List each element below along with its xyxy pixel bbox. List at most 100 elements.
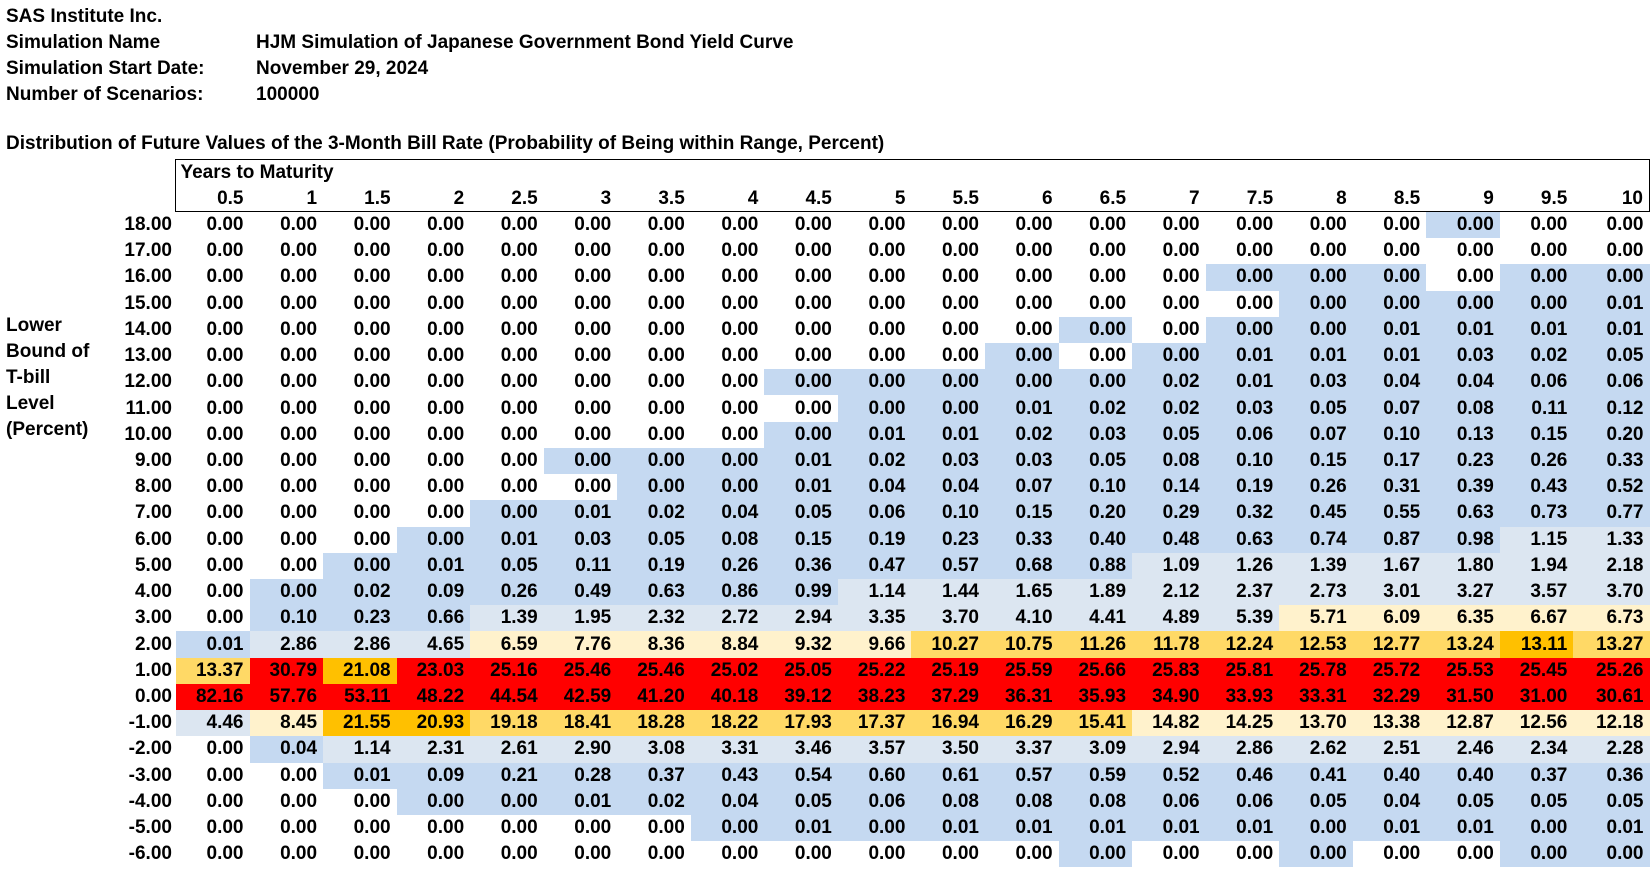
probability-cell: 0.00	[1499, 814, 1574, 842]
probability-cell: 0.00	[1573, 841, 1650, 868]
probability-cell: 4.41	[1058, 605, 1133, 632]
probability-cell: 0.00	[617, 841, 691, 868]
probability-cell: 6.73	[1573, 605, 1650, 632]
probability-cell: 0.00	[1132, 343, 1206, 370]
probability-cell: 7.76	[543, 631, 618, 658]
probability-cell: 25.72	[1352, 657, 1427, 684]
probability-cell: 0.00	[1499, 264, 1574, 291]
probability-cell: 0.05	[470, 552, 544, 579]
probability-cell: 0.00	[396, 841, 471, 868]
probability-cell: 3.08	[617, 736, 691, 763]
probability-cell: 3.31	[690, 736, 765, 763]
probability-cell: 0.03	[1205, 395, 1280, 422]
probability-cell: 1.89	[1058, 579, 1133, 606]
probability-cell: 0.04	[1352, 369, 1427, 396]
probability-cell: 0.03	[1279, 369, 1353, 396]
probability-cell: 0.00	[175, 579, 250, 606]
probability-cell: 2.86	[1205, 736, 1280, 763]
probability-cell: 0.99	[764, 579, 838, 606]
probability-cell: 0.57	[911, 552, 985, 579]
probability-cell: 0.00	[470, 290, 544, 317]
probability-cell: 0.87	[1352, 526, 1427, 553]
probability-cell: 0.01	[396, 552, 471, 579]
table-row: 10.00 0.00 0.00 0.00 0.00 0.00 0.00 0.00 0.00 0.0…	[106, 421, 1650, 448]
probability-cell: 21.55	[323, 710, 397, 737]
probability-cell: 33.93	[1205, 683, 1280, 711]
probability-cell: 2.94	[1132, 736, 1206, 763]
probability-cell: 0.06	[1499, 369, 1574, 396]
probability-cell: 0.00	[543, 369, 618, 396]
probability-cell: 0.00	[764, 369, 838, 396]
probability-cell: 0.61	[911, 762, 985, 789]
probability-cell: 25.83	[1132, 657, 1206, 684]
probability-cell: 0.00	[1205, 211, 1280, 239]
probability-cell: 0.33	[1573, 447, 1650, 475]
probability-cell: 17.93	[764, 710, 838, 737]
probability-cell: 0.20	[1573, 421, 1650, 448]
probability-cell: 0.00	[690, 316, 765, 344]
probability-cell: 0.01	[911, 421, 985, 448]
probability-cell: 0.23	[1426, 447, 1500, 475]
table-row: -5.00 0.00 0.00 0.00 0.00 0.00 0.00 0.00 0.00 0.0…	[106, 814, 1650, 842]
probability-cell: 0.03	[1426, 343, 1500, 370]
probability-cell: 0.00	[1279, 814, 1353, 842]
probability-cell: 0.05	[1499, 788, 1574, 815]
probability-cell: 0.00	[617, 211, 691, 239]
probability-cell: 0.00	[1279, 238, 1353, 265]
probability-cell: 0.00	[323, 343, 397, 370]
probability-cell: 0.00	[1205, 264, 1280, 291]
probability-cell: 0.00	[1279, 841, 1353, 868]
probability-cell: 0.12	[1573, 395, 1650, 422]
probability-cell: 0.02	[984, 421, 1059, 448]
probability-cell: 2.51	[1352, 736, 1427, 763]
probability-cell: 30.61	[1573, 683, 1650, 711]
probability-cell: 0.00	[175, 736, 250, 763]
probability-cell: 0.00	[690, 841, 765, 868]
probability-cell: 0.66	[396, 605, 471, 632]
lower-bound-label: 6.00	[134, 528, 172, 550]
report-header: SAS Institute Inc. Simulation Name HJM S…	[6, 4, 793, 108]
probability-cell: 13.24	[1426, 631, 1500, 658]
probability-cell: 2.18	[1573, 552, 1650, 579]
probability-cell: 0.01	[470, 526, 544, 553]
probability-cell: 0.00	[1499, 238, 1574, 265]
probability-cell: 0.01	[984, 395, 1059, 422]
probability-cell: 0.03	[911, 447, 985, 475]
lower-bound-label: 9.00	[134, 450, 172, 472]
table-row: 6.00 0.00 0.00 0.00 0.00 0.01 0.03 0.05 0.08 0.15…	[106, 526, 1650, 553]
probability-cell: 0.00	[1058, 369, 1133, 396]
probability-cell: 0.00	[837, 264, 912, 291]
probability-cell: 0.03	[984, 447, 1059, 475]
probability-cell: 0.00	[249, 526, 324, 553]
probability-cell: 0.00	[470, 395, 544, 422]
probability-cell: 0.00	[911, 290, 985, 317]
probability-cell: 0.00	[543, 316, 618, 344]
probability-cell: 0.00	[249, 500, 324, 527]
probability-cell: 0.01	[837, 421, 912, 448]
probability-cell: 0.86	[690, 579, 765, 606]
probability-cell: 3.01	[1352, 579, 1427, 606]
maturity-header: 6.5	[1058, 185, 1133, 213]
lower-bound-label: 7.00	[134, 502, 172, 524]
probability-cell: 0.00	[837, 238, 912, 265]
probability-cell: 0.23	[911, 526, 985, 553]
probability-cell: 39.12	[764, 683, 838, 711]
probability-cell: 0.00	[1279, 290, 1353, 317]
probability-cell: 13.70	[1279, 710, 1353, 737]
probability-cell: 3.09	[1058, 736, 1133, 763]
probability-cell: 0.05	[617, 526, 691, 553]
probability-cell: 20.93	[396, 710, 471, 737]
probability-cell: 0.01	[1352, 316, 1427, 344]
probability-cell: 0.00	[249, 238, 324, 265]
probability-cell: 0.74	[1279, 526, 1353, 553]
probability-cell: 0.00	[323, 500, 397, 527]
table-row: 0.00 82.16 57.76 53.11 48.22 44.54 42.59 41.20 4…	[106, 683, 1650, 711]
probability-cell: 0.00	[470, 841, 544, 868]
lower-bound-label: 10.00	[124, 423, 172, 445]
probability-cell: 31.00	[1499, 683, 1574, 711]
probability-cell: 8.36	[617, 631, 691, 658]
probability-cell: 0.00	[690, 290, 765, 317]
probability-cell: 0.00	[1058, 316, 1133, 344]
probability-cell: 0.00	[323, 841, 397, 868]
probability-cell: 1.94	[1499, 552, 1574, 579]
